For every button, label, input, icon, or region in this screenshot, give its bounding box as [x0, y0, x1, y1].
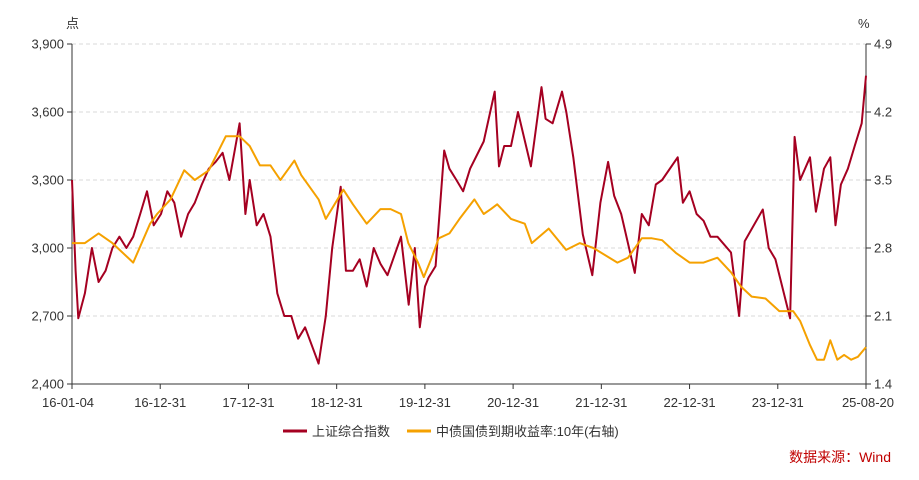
x-tick-label: 20-12-31 — [487, 395, 539, 410]
right-tick-label: 4.9 — [874, 37, 892, 52]
series-line-index — [71, 75, 867, 365]
x-tick-label: 16-12-31 — [134, 395, 186, 410]
right-y-ticks: 1.4 2.1 2.8 3.5 4.2 4.9 — [866, 37, 892, 392]
x-tick-label: 16-01-04 — [42, 395, 94, 410]
x-tick-label: 18-12-31 — [311, 395, 363, 410]
gridlines — [72, 43, 866, 317]
x-tick-label: 17-12-31 — [222, 395, 274, 410]
source-note: 数据来源：Wind — [789, 449, 891, 465]
right-tick-label: 3.5 — [874, 173, 892, 188]
series-line-yield — [72, 135, 867, 361]
left-y-ticks: 2,400 2,700 3,000 3,300 3,600 3,900 — [31, 37, 72, 392]
axes — [71, 44, 867, 385]
x-tick-label: 19-12-31 — [399, 395, 451, 410]
right-tick-label: 2.1 — [874, 309, 892, 324]
x-tick-label: 23-12-31 — [752, 395, 804, 410]
left-tick-label: 3,600 — [31, 105, 64, 120]
x-tick-label: 22-12-31 — [664, 395, 716, 410]
left-tick-label: 3,900 — [31, 37, 64, 52]
x-tick-label: 21-12-31 — [575, 395, 627, 410]
x-tick-label: 25-08-20 — [842, 395, 894, 410]
legend-label-yield: 中债国债到期收益率:10年(右轴) — [436, 424, 619, 439]
left-axis-unit: 点 — [66, 16, 79, 31]
legend-label-index: 上证综合指数 — [312, 424, 390, 439]
right-tick-label: 4.2 — [874, 105, 892, 120]
left-tick-label: 3,000 — [31, 241, 64, 256]
left-tick-label: 2,400 — [31, 377, 64, 392]
x-ticks: 16-01-04 16-12-31 17-12-31 18-12-31 19-12-31… — [42, 384, 894, 410]
right-axis-unit: % — [858, 16, 870, 31]
left-tick-label: 3,300 — [31, 173, 64, 188]
right-tick-label: 1.4 — [874, 377, 892, 392]
left-tick-label: 2,700 — [31, 309, 64, 324]
right-tick-label: 2.8 — [874, 241, 892, 256]
legend: 上证综合指数 中债国债到期收益率:10年(右轴) — [283, 424, 619, 439]
series-lines — [71, 75, 867, 365]
